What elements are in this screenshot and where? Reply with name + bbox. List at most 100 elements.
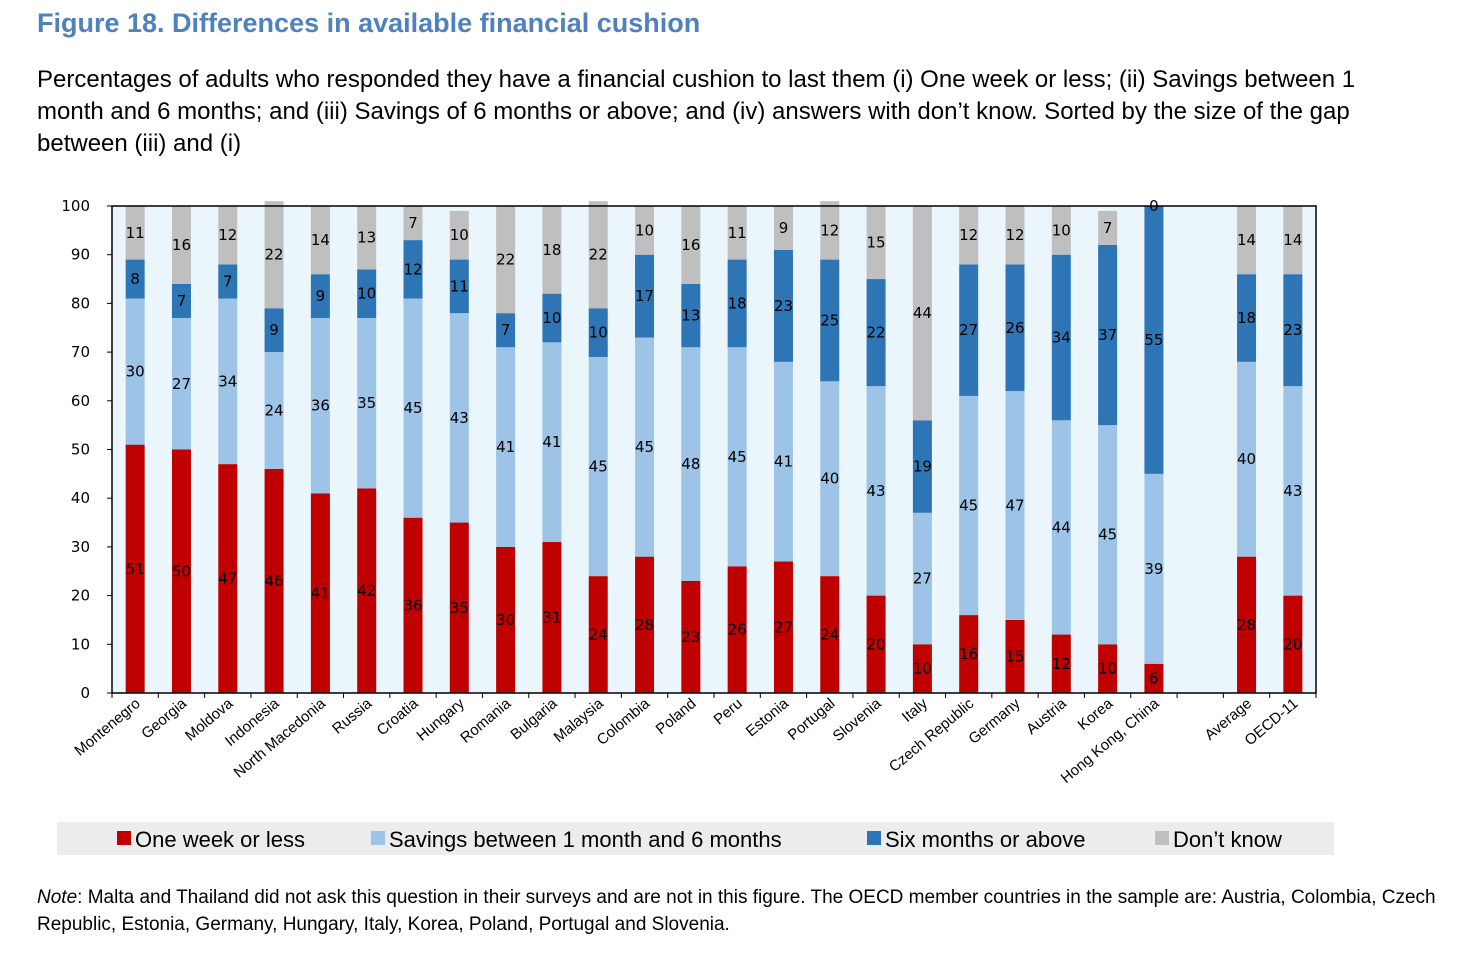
stacked-bar-chart: 51 30 8 11 50 27 7 16 47 34 7 12 46 24 9 22 41 36 9 14 42 35 1… <box>57 197 1334 855</box>
data-label: 45 <box>589 458 608 476</box>
figure-subtitle: Percentages of adults who responded they… <box>37 66 1356 157</box>
data-label: 19 <box>913 458 932 476</box>
note-label: Note <box>37 887 78 908</box>
bar-segment <box>1237 274 1257 362</box>
bar-segment <box>310 274 330 319</box>
bar-segment <box>1005 619 1025 693</box>
data-label: 16 <box>681 236 700 254</box>
data-label: 13 <box>357 229 376 247</box>
bar-segment <box>1144 473 1164 664</box>
data-label: 45 <box>635 438 654 456</box>
bar-segment <box>1098 425 1118 645</box>
bar-segment <box>357 206 377 270</box>
bar-segment <box>403 240 423 299</box>
legend-box <box>57 822 1334 855</box>
bar-segment <box>1283 595 1303 693</box>
bar-segment <box>171 318 191 450</box>
bar-segment <box>912 206 932 421</box>
bar-segment <box>635 556 655 693</box>
bar-segment <box>681 347 701 581</box>
bar-segment <box>1283 386 1303 596</box>
data-label: 40 <box>820 470 839 488</box>
data-label: 24 <box>589 626 608 644</box>
category-label: Georgia <box>138 695 190 743</box>
bar-segment <box>496 313 516 348</box>
data-label: 27 <box>172 375 191 393</box>
data-label: 39 <box>1144 560 1163 578</box>
data-label: 16 <box>959 645 978 663</box>
data-label: 47 <box>218 570 237 588</box>
data-label: 28 <box>1237 616 1256 634</box>
bar-segment <box>866 206 886 280</box>
bar-segment <box>1144 663 1164 693</box>
bar-segment <box>403 298 423 518</box>
bar-segment <box>542 542 562 693</box>
data-label: 22 <box>496 251 515 269</box>
bar-segment <box>681 283 701 348</box>
data-label: 41 <box>774 453 793 471</box>
bar-segment <box>1098 644 1118 693</box>
bar-segment <box>588 356 608 577</box>
y-tick-label: 20 <box>71 587 90 605</box>
data-label: 10 <box>357 285 376 303</box>
data-label: 7 <box>408 214 418 232</box>
bar-segment <box>264 201 284 309</box>
category-label: Romania <box>457 695 514 747</box>
data-label: 8 <box>130 270 140 288</box>
bar-segment <box>403 206 423 241</box>
bar-segment <box>357 269 377 319</box>
data-label: 23 <box>1283 321 1302 339</box>
data-label: 18 <box>542 241 561 259</box>
data-label: 7 <box>1103 219 1113 237</box>
bar-segment <box>496 206 516 314</box>
legend-label: Savings between 1 month and 6 months <box>389 827 782 852</box>
data-label: 10 <box>450 226 469 244</box>
data-label: 40 <box>1237 450 1256 468</box>
data-label: 34 <box>218 372 237 390</box>
bar-segment <box>125 259 145 299</box>
bar-segment <box>218 206 238 265</box>
data-label: 11 <box>728 224 747 242</box>
bar-segment <box>171 283 191 319</box>
bar-segment <box>912 420 932 513</box>
bar-segment <box>171 206 191 284</box>
data-label: 31 <box>542 609 561 627</box>
data-label: 45 <box>403 399 422 417</box>
data-label: 14 <box>1283 231 1302 249</box>
bar-segment <box>310 206 330 275</box>
bar-segment <box>727 206 747 260</box>
data-label: 6 <box>1149 669 1159 687</box>
bar-segment <box>449 259 469 314</box>
data-label: 23 <box>681 628 700 646</box>
bar-segment <box>310 493 330 693</box>
bar-segment <box>542 342 562 543</box>
bar-segment <box>449 210 469 260</box>
y-tick-label: 90 <box>71 246 90 264</box>
data-label: 10 <box>589 324 608 342</box>
category-label: Austria <box>1023 695 1070 738</box>
data-label: 41 <box>311 584 330 602</box>
bar-segment <box>218 298 238 465</box>
bar-segment <box>125 444 145 693</box>
bar-segment <box>1051 206 1071 255</box>
data-label: 28 <box>635 616 654 634</box>
data-label: 55 <box>1144 331 1163 349</box>
bar-segment <box>866 595 886 693</box>
category-label: Montenegro <box>71 695 143 759</box>
data-label: 16 <box>172 236 191 254</box>
data-label: 30 <box>126 363 145 381</box>
y-tick-label: 100 <box>61 197 90 215</box>
data-label: 25 <box>820 311 839 329</box>
data-label: 41 <box>542 433 561 451</box>
data-label: 41 <box>496 438 515 456</box>
data-label: 12 <box>820 221 839 239</box>
bar-segment <box>357 318 377 489</box>
category-label: Poland <box>653 695 700 738</box>
bar-segment <box>1005 391 1025 620</box>
data-label: 43 <box>867 482 886 500</box>
data-label: 24 <box>820 626 839 644</box>
legend-label: Six months or above <box>885 827 1086 852</box>
bar-segment <box>866 386 886 596</box>
bar-segment <box>727 566 747 693</box>
bar-segment <box>403 517 423 693</box>
